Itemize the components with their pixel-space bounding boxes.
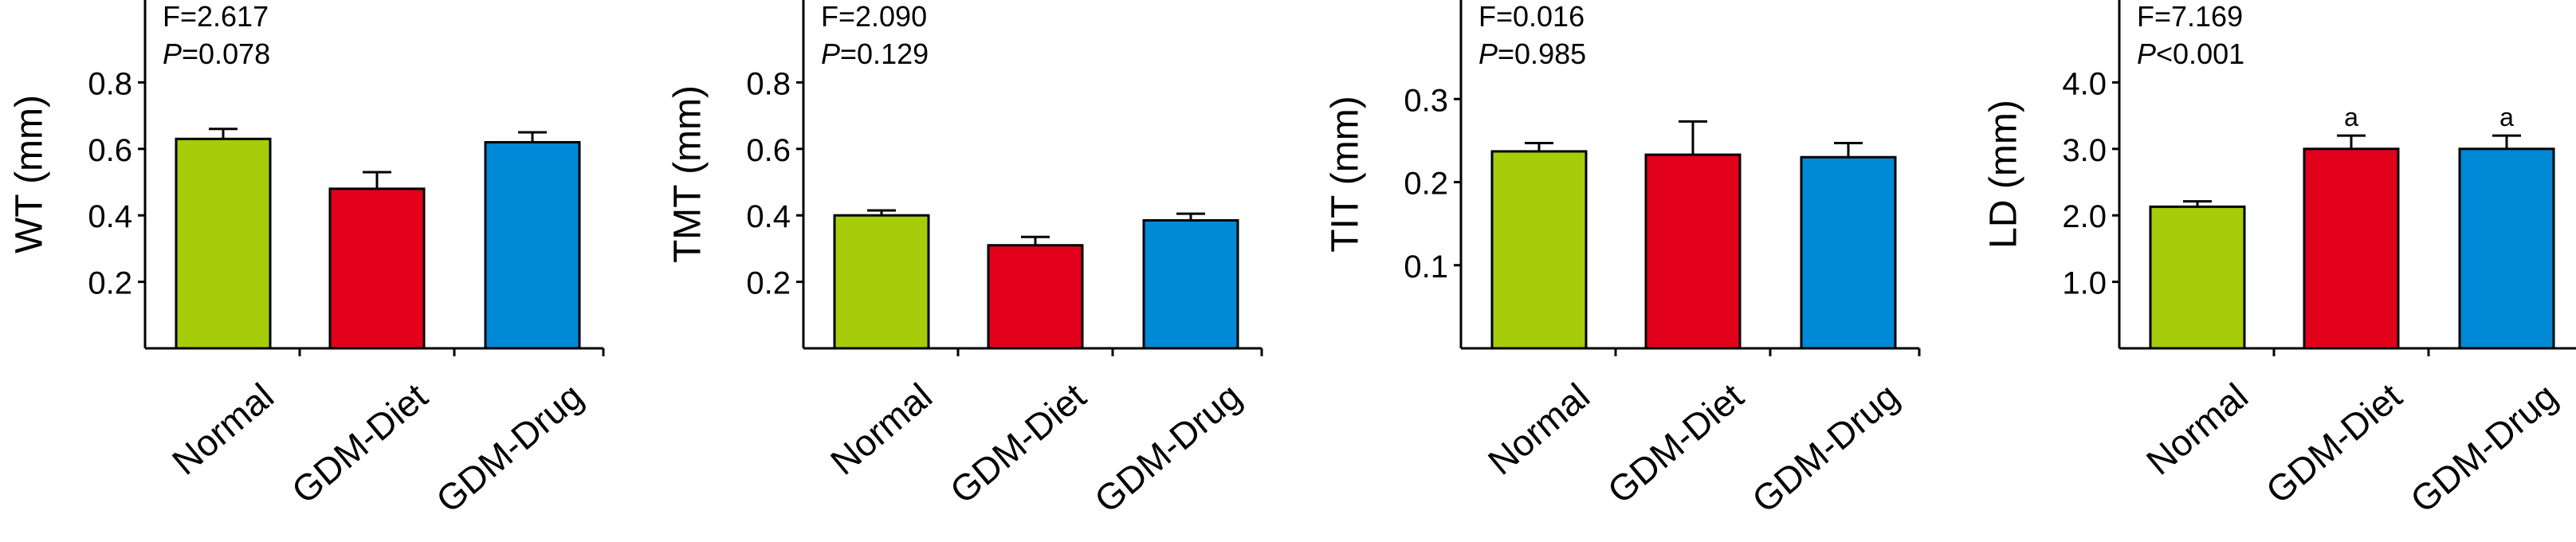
significance-marker: a [2499, 103, 2514, 132]
x-category-label: GDM-Diet [1600, 375, 1751, 511]
bar-gdm-diet [330, 189, 424, 348]
x-category-label: Normal [1480, 375, 1597, 483]
x-category-label: GDM-Drug [1086, 375, 1249, 521]
x-category-label: GDM-Diet [2258, 375, 2409, 511]
y-tick-label: 0.6 [746, 133, 791, 168]
x-category-label: Normal [823, 375, 940, 483]
stat-p-label: P [821, 37, 840, 70]
stat-f-value: F=7.169 [2137, 0, 2243, 33]
stat-p-value: P=0.129 [821, 37, 929, 70]
stat-f-value: F=2.617 [163, 0, 269, 33]
stat-p-label: P [163, 37, 182, 70]
x-category-label: GDM-Drug [1744, 375, 1906, 521]
bar-normal [1492, 151, 1586, 348]
y-axis-title: TIT (mm) [1325, 96, 1367, 252]
x-category-label: Normal [2138, 375, 2256, 483]
stat-f-value: F=0.016 [1478, 0, 1584, 33]
y-tick-label: 0.8 [88, 66, 132, 101]
y-tick-label: 1.0 [2062, 266, 2107, 301]
chart-panel-4: 1.0 2.0 3.0 4.0 LD (mm) F=7.169 P<0.001 Normal a… [1983, 0, 2576, 520]
bar-gdm-drug [1801, 157, 1895, 348]
x-category-label: GDM-Drug [428, 375, 591, 521]
x-category-label: Normal [164, 375, 281, 483]
stat-p-value: P=0.985 [1478, 37, 1586, 70]
bar-normal [2150, 206, 2244, 348]
stat-p-number: <0.001 [2156, 37, 2244, 70]
stat-p-label: P [1478, 37, 1498, 70]
stat-f-value: F=2.090 [821, 0, 927, 33]
y-tick-label: 0.3 [1404, 83, 1448, 118]
y-axis-title: LD (mm) [1983, 100, 2025, 249]
significance-marker: a [2344, 103, 2358, 132]
bar-gdm-diet [988, 245, 1082, 348]
y-tick-label: 0.8 [746, 66, 791, 101]
y-tick-label: 0.6 [88, 133, 132, 168]
bar-gdm-drug [2460, 149, 2554, 348]
stat-p-label: P [2137, 37, 2156, 70]
y-tick-label: 0.1 [1404, 249, 1448, 285]
stat-p-value: P=0.078 [163, 37, 270, 70]
bar-gdm-diet [2304, 149, 2398, 348]
y-tick-label: 0.2 [746, 266, 791, 301]
stat-p-number: =0.985 [1498, 37, 1586, 70]
x-category-label: GDM-Drug [2402, 375, 2565, 521]
stat-p-number: =0.129 [840, 37, 929, 70]
bar-normal [834, 215, 929, 348]
y-tick-label: 0.4 [88, 199, 132, 234]
y-tick-label: 0.2 [88, 266, 132, 301]
stat-p-number: =0.078 [182, 37, 270, 70]
stat-p-value: P<0.001 [2137, 37, 2244, 70]
bar-normal [176, 139, 270, 348]
y-axis-title: WT (mm) [9, 95, 51, 253]
y-tick-label: 0.2 [1404, 167, 1448, 202]
chart-panel-2: 0.2 0.4 0.6 0.8 TMT (mm) F=2.090 P=0.129 Normal… [667, 0, 1262, 520]
y-axis-title: TMT (mm) [667, 85, 709, 263]
x-category-label: GDM-Diet [942, 375, 1094, 511]
bar-gdm-drug [1144, 220, 1238, 348]
y-tick-label: 4.0 [2062, 66, 2107, 101]
x-category-label: GDM-Diet [284, 375, 435, 511]
bar-gdm-drug [485, 142, 579, 348]
y-tick-label: 0.4 [746, 199, 791, 234]
bar-gdm-diet [1646, 155, 1740, 348]
y-tick-label: 2.0 [2062, 199, 2107, 234]
y-tick-label: 3.0 [2062, 133, 2107, 168]
